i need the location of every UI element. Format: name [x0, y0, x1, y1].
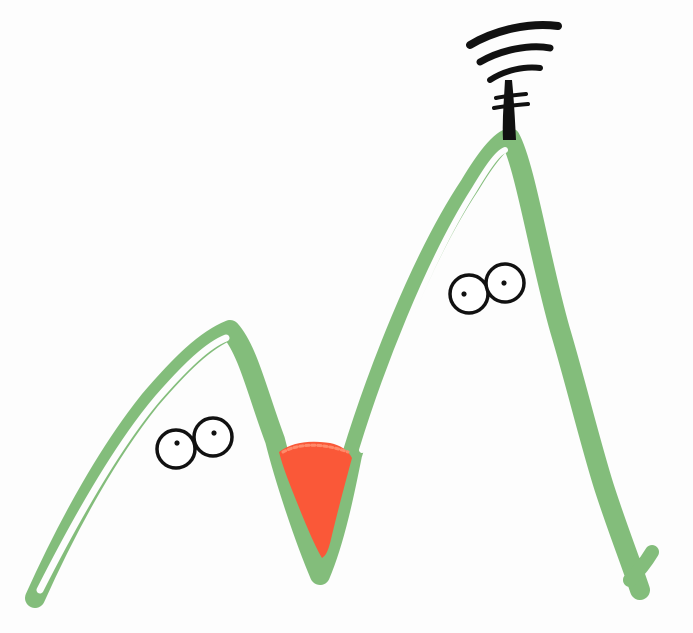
- antenna-wave-1: [487, 64, 543, 83]
- radio-antenna-icon: [466, 21, 562, 140]
- mountain-outline: [25, 128, 650, 608]
- mountain-outline-inner-right: [359, 147, 508, 453]
- right-eye-outer: [192, 416, 234, 458]
- antenna-crossbar-2: [492, 102, 530, 110]
- mountain-outline-inner: [36, 334, 230, 594]
- left-mountain-eyes-icon: [155, 416, 234, 470]
- lava-rim: [281, 443, 350, 454]
- left-eye-outer: [155, 428, 197, 470]
- right-eye-pupil: [501, 280, 507, 286]
- antenna-wave-3: [466, 21, 562, 49]
- antenna-mast: [502, 80, 516, 140]
- mountain-range: [25, 128, 659, 608]
- lava-icon: [279, 441, 352, 558]
- antenna-wave-2: [476, 43, 554, 66]
- left-eye-pupil: [174, 440, 180, 446]
- lava-pool: [279, 441, 352, 558]
- left-eye-pupil: [461, 291, 467, 297]
- left-eye-outer: [448, 273, 490, 315]
- right-mountain-eyes-icon: [448, 262, 526, 315]
- antenna-crossbar-1: [494, 92, 528, 100]
- mountain-outline-tail: [623, 545, 659, 587]
- right-eye-pupil: [211, 430, 217, 436]
